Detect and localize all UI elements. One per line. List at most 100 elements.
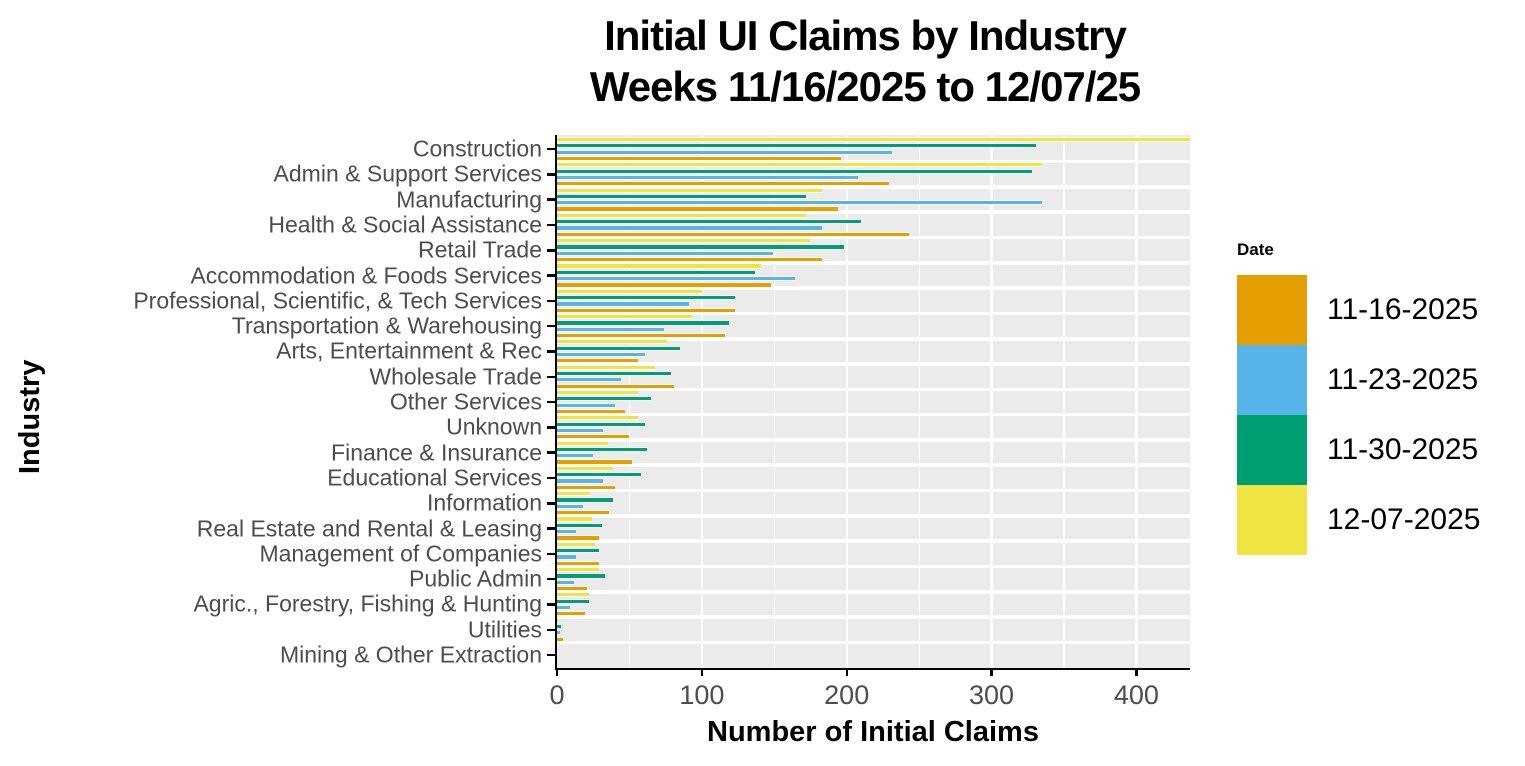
x-tick-label-200: 200 xyxy=(824,680,870,710)
gridline-major-300 xyxy=(990,135,993,668)
legend-swatch-11-16-2025 xyxy=(1237,275,1307,345)
x-tick-label-100: 100 xyxy=(679,680,725,710)
bar-11-23-2025 xyxy=(557,503,584,509)
bar-12-07-2025 xyxy=(557,491,591,497)
y-category-label: Admin & Support Services xyxy=(273,160,542,187)
y-tick-mark xyxy=(547,577,555,581)
bar-12-07-2025 xyxy=(557,212,807,218)
y-tick-mark xyxy=(547,426,555,429)
bar-11-23-2025 xyxy=(557,250,773,256)
bar-11-30-2025 xyxy=(557,193,807,200)
legend-label-12-07-2025: 12-07-2025 xyxy=(1327,503,1481,536)
legend-label-11-16-2025: 11-16-2025 xyxy=(1327,293,1479,326)
bar-11-16-2025 xyxy=(557,484,615,490)
y-category-label: Health & Social Assistance xyxy=(268,211,542,238)
bar-11-16-2025 xyxy=(557,535,599,541)
bar-11-16-2025 xyxy=(557,307,736,313)
x-tick-mark-400 xyxy=(1135,668,1138,676)
bar-11-30-2025 xyxy=(557,396,652,402)
bar-11-23-2025 xyxy=(557,529,576,535)
bar-12-07-2025 xyxy=(557,465,614,471)
bar-11-16-2025 xyxy=(557,434,630,440)
x-axis-title: Number of Initial Claims xyxy=(707,716,1039,748)
y-axis-line xyxy=(555,135,557,668)
y-tick-mark xyxy=(547,198,555,201)
bar-11-23-2025 xyxy=(557,554,576,560)
bar-11-30-2025 xyxy=(557,143,1037,149)
bar-12-07-2025 xyxy=(557,541,595,547)
y-category-label: Other Services xyxy=(389,388,542,415)
bar-12-07-2025 xyxy=(557,592,589,598)
x-tick-label-0: 0 xyxy=(549,680,565,710)
category-separator xyxy=(557,159,1190,164)
bar-11-23-2025 xyxy=(557,478,604,484)
bar-11-16-2025 xyxy=(557,585,588,592)
category-separator xyxy=(557,311,1190,316)
x-tick-mark-100 xyxy=(700,668,704,676)
bar-11-16-2025 xyxy=(557,636,563,642)
category-separator xyxy=(557,387,1190,392)
legend-label-11-23-2025: 11-23-2025 xyxy=(1327,363,1479,396)
plot-panel xyxy=(557,135,1190,668)
category-separator xyxy=(557,362,1190,366)
y-tick-mark xyxy=(547,274,555,277)
category-separator xyxy=(557,185,1190,189)
y-category-label: Utilities xyxy=(467,616,542,643)
y-category-label: Arts, Entertainment & Rec xyxy=(276,337,542,364)
legend-title: Date xyxy=(1237,240,1274,259)
legend-label-11-30-2025: 11-30-2025 xyxy=(1327,433,1479,466)
bar-11-23-2025 xyxy=(557,301,689,307)
y-tick-mark xyxy=(547,628,555,631)
gridline-major-400 xyxy=(1135,135,1138,668)
y-tick-mark xyxy=(547,350,555,353)
category-separator xyxy=(557,615,1190,619)
x-tick-label-300: 300 xyxy=(969,680,1015,710)
category-separator xyxy=(557,438,1190,442)
bar-11-16-2025 xyxy=(557,611,585,617)
y-tick-mark xyxy=(547,400,555,404)
y-category-label: Real Estate and Rental & Leasing xyxy=(196,515,542,541)
y-category-label: Construction xyxy=(412,135,542,162)
bar-11-16-2025 xyxy=(557,206,838,212)
bar-11-16-2025 xyxy=(557,408,626,415)
x-tick-mark-300 xyxy=(990,668,993,676)
bar-11-30-2025 xyxy=(557,522,602,528)
bar-11-23-2025 xyxy=(557,351,646,358)
y-tick-mark xyxy=(547,223,555,227)
bar-11-30-2025 xyxy=(557,573,605,579)
y-tick-mark xyxy=(547,324,555,328)
bar-11-30-2025 xyxy=(557,446,647,453)
bar-12-07-2025 xyxy=(557,516,592,522)
y-category-label: Mining & Other Extraction xyxy=(279,641,542,668)
category-separator xyxy=(557,463,1190,468)
bar-11-30-2025 xyxy=(557,623,562,630)
bar-11-16-2025 xyxy=(557,560,599,566)
bar-11-16-2025 xyxy=(557,459,633,465)
legend-swatch-11-30-2025 xyxy=(1237,415,1307,485)
y-category-label: Retail Trade xyxy=(417,236,542,263)
y-category-label: Professional, Scientific, & Tech Service… xyxy=(133,287,542,314)
y-tick-mark xyxy=(547,476,555,480)
chart-title-line2: Weeks 11/16/2025 to 12/07/25 xyxy=(589,63,1141,110)
bar-12-07-2025 xyxy=(557,440,608,446)
y-category-label: Educational Services xyxy=(327,464,542,491)
category-separator xyxy=(557,412,1190,417)
bar-11-30-2025 xyxy=(557,421,646,427)
bar-12-07-2025 xyxy=(557,187,823,193)
bar-12-07-2025 xyxy=(557,617,559,623)
bar-11-30-2025 xyxy=(557,269,756,275)
y-category-label: Manufacturing xyxy=(396,186,542,213)
gridline-major-200 xyxy=(845,135,848,668)
y-category-label: Agric., Forestry, Fishing & Hunting xyxy=(193,590,542,617)
bar-11-30-2025 xyxy=(557,219,862,225)
bar-11-23-2025 xyxy=(557,604,571,611)
category-separator xyxy=(557,640,1190,645)
category-separator xyxy=(557,564,1190,569)
bar-12-07-2025 xyxy=(557,288,702,294)
y-tick-mark xyxy=(547,375,555,378)
y-category-label: Finance & Insurance xyxy=(331,439,542,466)
bar-11-16-2025 xyxy=(557,510,610,516)
bar-11-30-2025 xyxy=(557,548,599,554)
y-tick-mark xyxy=(547,299,555,303)
bar-11-23-2025 xyxy=(557,276,795,282)
